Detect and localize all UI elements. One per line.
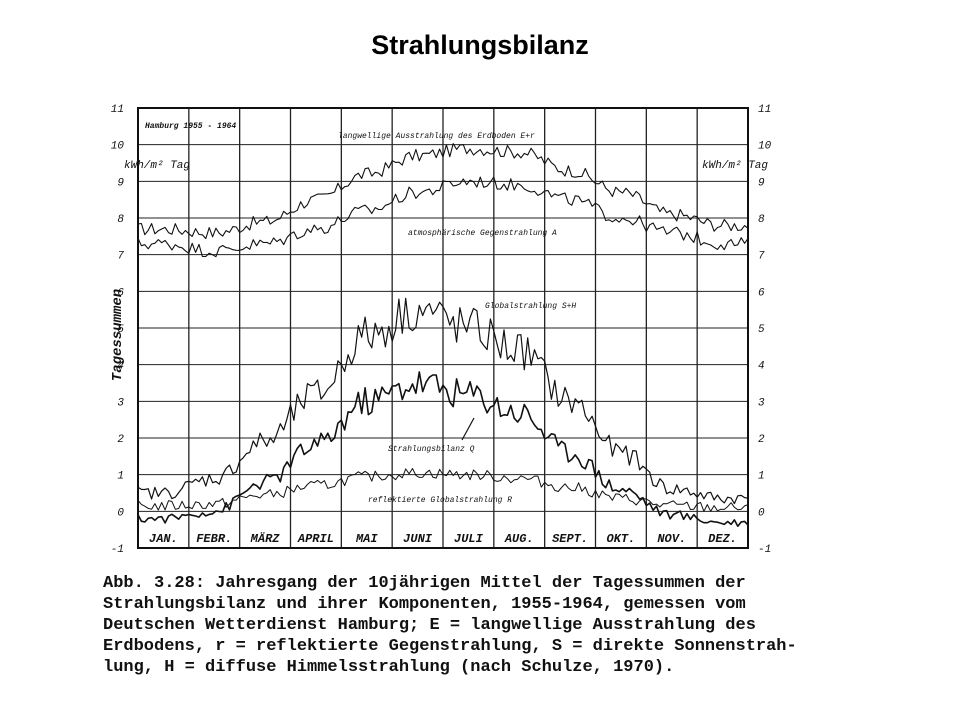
x-tick-label: AUG. [504, 532, 534, 546]
y-tick-label-right: -1 [758, 544, 771, 556]
x-tick-label: JAN. [149, 532, 178, 546]
series-label-r: reflektierte Globalstrahlung R [368, 496, 512, 505]
chart-title: Hamburg 1955 - 1964 [145, 122, 236, 131]
y-tick-label-right: 2 [758, 434, 765, 446]
series-line [137, 371, 749, 528]
x-tick-label: JUNI [403, 532, 433, 546]
y-tick-label-left: 10 [111, 141, 125, 153]
series-line [137, 143, 749, 240]
y-unit-right: kWh/m² Tag [702, 160, 768, 172]
y-tick-label-right: 5 [758, 324, 765, 336]
x-tick-label: JULI [454, 532, 484, 546]
caption-line: Erdbodens, r = reflektierte Gegenstrahlu… [103, 637, 797, 656]
y-unit-left: kWh/m² Tag [124, 160, 190, 172]
x-tick-label: OKT. [607, 532, 636, 546]
chart-series [137, 143, 749, 528]
x-tick-label: MAI [355, 532, 378, 546]
caption-line: Strahlungsbilanz und ihrer Komponenten, … [103, 595, 746, 614]
y-tick-label-right: 11 [758, 104, 771, 116]
slide-title: Strahlungsbilanz [371, 30, 589, 60]
y-tick-label-right: 4 [758, 361, 765, 373]
y-tick-label-left: 2 [117, 434, 124, 446]
series-label-e: langwellige Ausstrahlung des Erdboden E+… [338, 132, 535, 141]
caption-line: Deutschen Wetterdienst Hamburg; E = lang… [103, 616, 756, 635]
y-tick-label-right: 9 [758, 177, 765, 189]
series-line [137, 297, 749, 505]
y-axis-label: Tagessummen [110, 289, 126, 381]
q-pointer [461, 417, 475, 441]
y-tick-label-left: 4 [117, 361, 124, 373]
x-tick-label: DEZ. [708, 532, 737, 546]
x-tick-label: SEPT. [552, 532, 588, 546]
series-line [137, 176, 749, 258]
y-tick-label-right: 0 [758, 507, 765, 519]
y-tick-label-left: 9 [117, 177, 124, 189]
plot-frame [137, 107, 749, 549]
chart-grid [137, 107, 749, 549]
figure-caption: Abb. 3.28: Jahresgang der 10jährigen Mit… [103, 573, 873, 678]
caption-line: Abb. 3.28: Jahresgang der 10jährigen Mit… [103, 574, 746, 593]
y-tick-label-left: 5 [117, 324, 124, 336]
y-tick-label-left: 6 [117, 287, 124, 299]
series-line [137, 468, 749, 512]
y-tick-label-right: 10 [758, 141, 772, 153]
x-tick-label: FEBR. [196, 532, 232, 546]
series-label-q: Strahlungsbilanz Q [388, 445, 475, 454]
caption-line: lung, H = diffuse Himmelsstrahlung (nach… [103, 658, 675, 677]
y-tick-label-left: 0 [117, 507, 124, 519]
y-tick-label-left: 3 [117, 397, 124, 409]
series-label-sh: Globalstrahlung S+H [485, 302, 576, 311]
y-tick-label-left: 7 [117, 251, 124, 263]
y-tick-label-right: 1 [758, 471, 765, 483]
y-tick-label-left: -1 [111, 544, 124, 556]
y-tick-label-right: 6 [758, 287, 765, 299]
y-tick-label-left: 1 [117, 471, 124, 483]
x-tick-label: APRIL [297, 532, 334, 546]
y-tick-label-left: 8 [117, 214, 124, 226]
series-label-a: atmosphärische Gegenstrahlung A [408, 229, 557, 238]
y-tick-label-right: 7 [758, 251, 765, 263]
y-tick-label-left: 11 [111, 104, 124, 116]
y-tick-label-right: 8 [758, 214, 765, 226]
x-tick-label: NOV. [657, 532, 686, 546]
x-tick-label: MÄRZ [250, 531, 281, 546]
y-tick-label-right: 3 [758, 397, 765, 409]
